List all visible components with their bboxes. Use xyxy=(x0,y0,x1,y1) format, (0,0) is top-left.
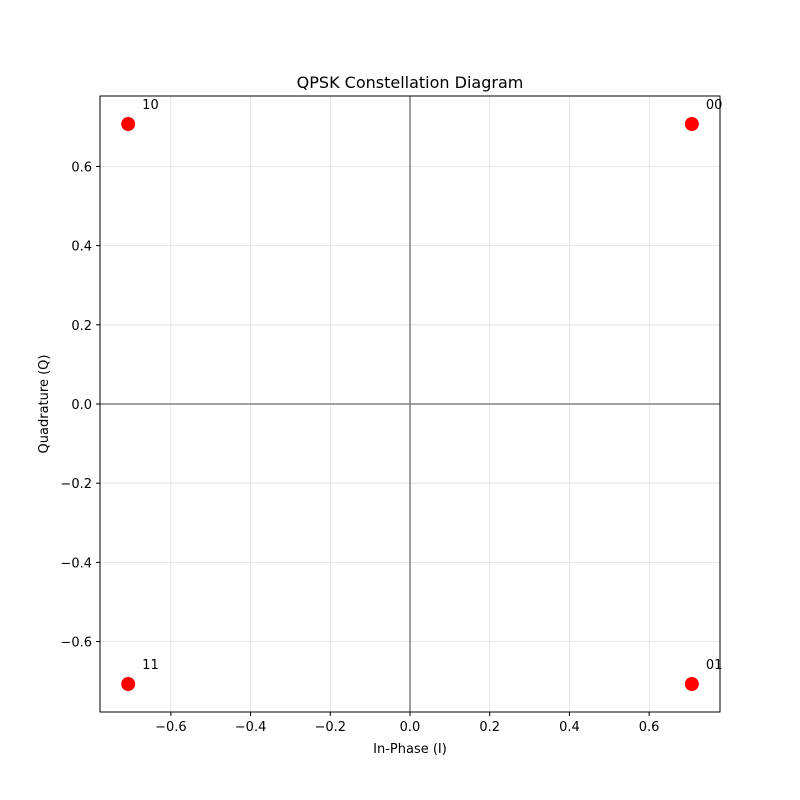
x-tick-label-3: 0.0 xyxy=(400,720,421,735)
constellation-point-10 xyxy=(121,116,136,131)
constellation-point-01 xyxy=(684,677,699,692)
chart-title: QPSK Constellation Diagram xyxy=(297,73,524,92)
y-tick-label-3: 0.0 xyxy=(71,398,92,413)
y-tick-label-5: 0.4 xyxy=(71,240,92,255)
x-tick-label-0: −0.6 xyxy=(155,720,187,735)
constellation-point-00 xyxy=(684,116,699,131)
x-tick-label-5: 0.4 xyxy=(559,720,580,735)
x-tick-label-2: −0.2 xyxy=(314,720,346,735)
y-tick-label-0: −0.6 xyxy=(60,636,92,651)
x-axis-label: In-Phase (I) xyxy=(373,742,447,757)
y-tick-label-6: 0.6 xyxy=(71,160,92,175)
x-tick-label-1: −0.4 xyxy=(235,720,267,735)
x-tick-label-4: 0.2 xyxy=(479,720,500,735)
point-label-11: 11 xyxy=(142,658,159,673)
y-axis-ticks: −0.6 −0.4 −0.2 0.0 0.2 0.4 0.6 xyxy=(60,160,100,651)
y-axis-label: Quadrature (Q) xyxy=(37,355,52,454)
point-label-10: 10 xyxy=(142,98,159,113)
constellation-point-11 xyxy=(121,677,136,692)
x-tick-label-6: 0.6 xyxy=(639,720,660,735)
y-tick-label-4: 0.2 xyxy=(71,319,92,334)
point-label-01: 01 xyxy=(706,658,723,673)
x-axis-ticks: −0.6 −0.4 −0.2 0.0 0.2 0.4 0.6 xyxy=(155,712,659,735)
y-tick-label-1: −0.4 xyxy=(60,556,92,571)
point-label-00: 00 xyxy=(706,98,723,113)
y-tick-label-2: −0.2 xyxy=(60,477,92,492)
zero-axis-lines xyxy=(100,96,720,712)
data-points: 00 01 10 11 xyxy=(121,98,723,692)
